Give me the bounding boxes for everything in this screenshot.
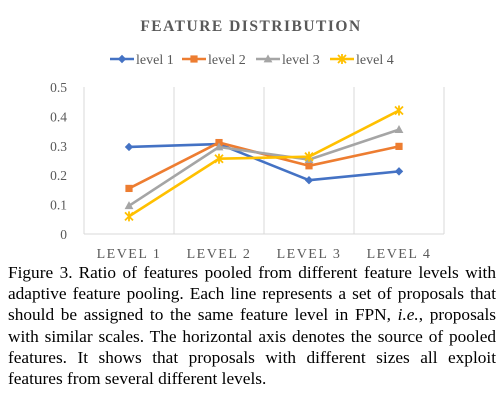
y-tick-label: 0.5 <box>50 80 67 95</box>
series-line-level-3 <box>128 128 400 207</box>
y-axis: 0 0.1 0.2 0.3 0.4 0.5 <box>50 80 67 242</box>
y-tick-label: 0 <box>60 227 67 242</box>
line-chart: FEATURE DISTRIBUTION level 1 level 2 level… <box>50 18 445 262</box>
y-tick-label: 0.1 <box>50 198 67 213</box>
data-point-level-4 <box>214 153 224 164</box>
x-tick-label: LEVEL 1 <box>97 247 162 262</box>
series-level-3 <box>124 125 404 210</box>
y-tick-label: 0.3 <box>50 139 67 154</box>
y-tick-label: 0.4 <box>50 109 67 124</box>
series-group <box>124 105 404 222</box>
data-point-level-4 <box>124 211 134 222</box>
legend-label: level 4 <box>356 53 394 68</box>
y-tick-label: 0.2 <box>50 168 67 183</box>
caption-text-2: , proposals with similar scales. The hor… <box>8 305 496 389</box>
legend-item-level-2: level 2 <box>182 53 246 68</box>
data-point-level-3 <box>394 125 404 134</box>
legend-marker <box>190 55 198 63</box>
data-point-level-4 <box>304 151 314 162</box>
series-line-level-4 <box>128 109 400 218</box>
caption-label: Figure 3. <box>8 263 73 282</box>
x-axis: LEVEL 1 LEVEL 2 LEVEL 3 LEVEL 4 <box>97 247 432 262</box>
data-point-level-3 <box>214 142 224 151</box>
data-point-level-2 <box>125 184 133 193</box>
x-tick-label: LEVEL 4 <box>367 247 432 262</box>
legend-item-level-3: level 3 <box>256 53 320 68</box>
caption-text-1: Ratio of features pooled from different … <box>8 263 496 325</box>
data-point-level-1 <box>394 167 404 176</box>
x-tick-label: LEVEL 3 <box>277 247 342 262</box>
series-level-4 <box>124 105 404 222</box>
legend-label: level 1 <box>136 53 174 68</box>
legend-label: level 2 <box>208 53 246 68</box>
chart-title: FEATURE DISTRIBUTION <box>140 18 361 35</box>
data-point-level-3 <box>124 201 134 210</box>
series-line-level-1 <box>128 142 400 182</box>
x-tick-label: LEVEL 2 <box>187 247 252 262</box>
legend-marker <box>117 54 127 64</box>
data-point-level-2 <box>305 162 313 170</box>
legend: level 1 level 2 level 3 level 4 <box>110 53 394 68</box>
legend-item-level-4: level 4 <box>330 53 394 68</box>
data-point-level-1 <box>304 175 314 185</box>
figure-caption: Figure 3. Ratio of features pooled from d… <box>8 262 496 389</box>
data-point-level-1 <box>124 142 134 152</box>
data-point-level-2 <box>395 142 403 150</box>
data-point-level-4 <box>394 105 404 116</box>
legend-item-level-1: level 1 <box>110 53 174 68</box>
grid-lines <box>83 87 445 235</box>
legend-label: level 3 <box>282 53 320 68</box>
caption-text-italic: i.e. <box>397 305 419 325</box>
legend-marker <box>263 54 273 63</box>
legend-marker <box>337 54 347 64</box>
